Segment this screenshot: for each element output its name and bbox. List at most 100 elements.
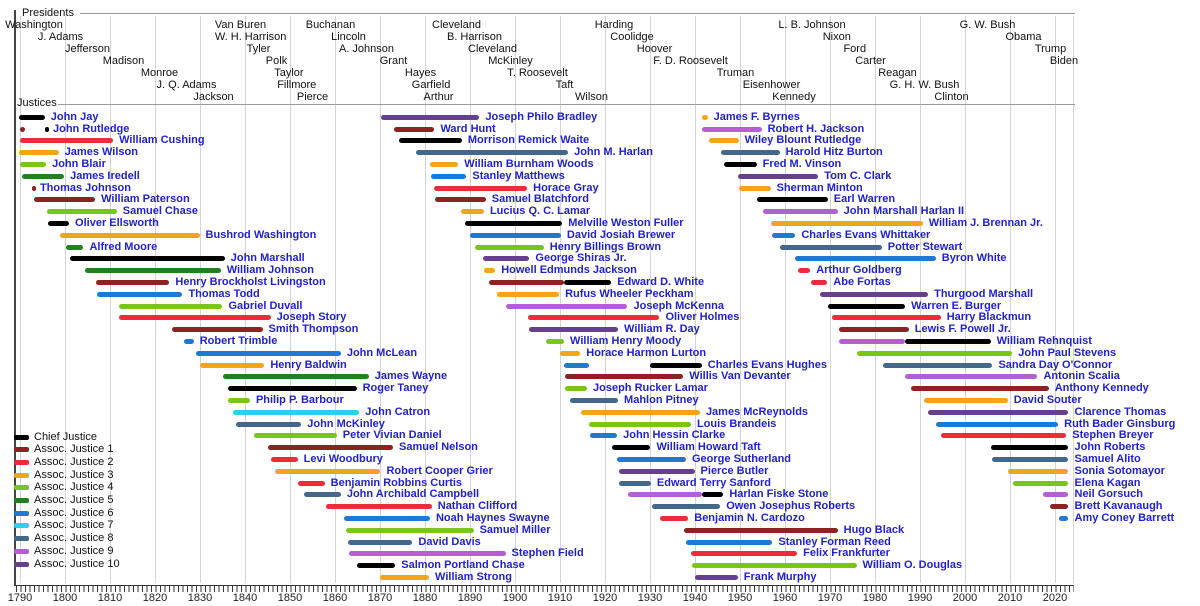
justice-name-link[interactable]: Harold Hitz Burton: [785, 146, 883, 159]
justice-name-link[interactable]: Arthur Goldberg: [816, 264, 902, 277]
justice-name-link[interactable]: John Marshall: [230, 252, 305, 265]
justice-name-link[interactable]: Ruth Bader Ginsburg: [1064, 417, 1176, 430]
justice-name-link[interactable]: Samuel Alito: [1074, 453, 1141, 465]
justice-name-link[interactable]: Levi Woodbury: [303, 453, 383, 465]
justice-name-link[interactable]: James Iredell: [70, 169, 140, 182]
justice-name-link[interactable]: John Hessin Clarke: [623, 429, 726, 442]
justice-name-link[interactable]: William Rehnquist: [996, 335, 1092, 347]
justice-name-link[interactable]: Edward Terry Sanford: [656, 476, 771, 489]
justice-name-link[interactable]: Samuel Miller: [479, 523, 551, 536]
justice-name-link[interactable]: Samuel Blatchford: [491, 193, 589, 206]
justice-name-link[interactable]: Harlan Fiske Stone: [729, 488, 829, 501]
justice-name-link[interactable]: John McKinley: [307, 417, 385, 430]
justice-name-link[interactable]: Salmon Portland Chase: [401, 559, 525, 572]
justice-name-link[interactable]: Philip P. Barbour: [255, 394, 344, 406]
justice-name-link[interactable]: William Howard Taft: [656, 441, 761, 454]
justice-name-link[interactable]: William J. Brennan Jr.: [928, 217, 1043, 229]
justice-name-link[interactable]: Lucius Q. C. Lamar: [489, 205, 591, 218]
justice-name-link[interactable]: Oliver Holmes: [665, 311, 740, 324]
justice-name-link[interactable]: John Marshall Harlan II: [843, 205, 965, 218]
justice-name-link[interactable]: John Jay: [50, 110, 99, 123]
justice-name-link[interactable]: Charles Evans Whittaker: [801, 228, 931, 241]
justice-name-link[interactable]: John Blair: [52, 158, 106, 170]
justice-name-link[interactable]: Lewis F. Powell Jr.: [914, 323, 1011, 336]
justice-name-link[interactable]: Benjamin Robbins Curtis: [330, 476, 463, 489]
justice-name-link[interactable]: James Wilson: [64, 146, 138, 159]
justice-name-link[interactable]: Stanley Matthews: [472, 169, 565, 182]
justice-name-link[interactable]: Abe Fortas: [833, 276, 891, 288]
justice-name-link[interactable]: Morrison Remick Waite: [467, 134, 590, 147]
justice-name-link[interactable]: Joseph Rucker Lamar: [593, 382, 708, 395]
justice-name-link[interactable]: Thomas Todd: [188, 287, 260, 300]
justice-name-link[interactable]: Antonin Scalia: [1043, 370, 1120, 383]
justice-name-link[interactable]: Brett Kavanaugh: [1074, 500, 1163, 513]
justice-name-link[interactable]: John Rutledge: [53, 122, 130, 135]
justice-name-link[interactable]: James Wayne: [374, 370, 448, 383]
justice-name-link[interactable]: Wiley Blount Rutledge: [744, 134, 862, 147]
justice-name-link[interactable]: Sandra Day O'Connor: [998, 358, 1113, 371]
justice-name-link[interactable]: John McLean: [346, 346, 418, 359]
justice-name-link[interactable]: Nathan Clifford: [437, 500, 518, 513]
justice-name-link[interactable]: William O. Douglas: [862, 559, 963, 572]
justice-name-link[interactable]: Roger Taney: [362, 382, 429, 395]
justice-name-link[interactable]: Horace Gray: [533, 181, 599, 194]
justice-name-link[interactable]: David Josiah Brewer: [566, 228, 676, 241]
justice-name-link[interactable]: Ward Hunt: [440, 122, 496, 135]
justice-name-link[interactable]: Hugo Black: [843, 523, 905, 536]
justice-name-link[interactable]: Neil Gorsuch: [1074, 488, 1143, 501]
justice-name-link[interactable]: Thurgood Marshall: [934, 287, 1034, 300]
justice-name-link[interactable]: Sonia Sotomayor: [1074, 464, 1165, 477]
justice-name-link[interactable]: David Souter: [1013, 394, 1082, 406]
justice-name-link[interactable]: Joseph McKenna: [633, 299, 724, 312]
justice-name-link[interactable]: James McReynolds: [705, 405, 809, 418]
justice-name-link[interactable]: Sherman Minton: [776, 181, 863, 194]
justice-name-link[interactable]: Warren E. Burger: [911, 299, 1002, 312]
justice-name-link[interactable]: George Shiras Jr.: [535, 252, 627, 265]
justice-name-link[interactable]: Samuel Nelson: [399, 441, 478, 454]
justice-name-link[interactable]: Edward D. White: [617, 276, 705, 288]
justice-name-link[interactable]: Byron White: [941, 252, 1007, 265]
justice-name-link[interactable]: John Catron: [365, 405, 431, 418]
justice-name-link[interactable]: Peter Vivian Daniel: [342, 429, 442, 442]
justice-name-link[interactable]: William R. Day: [624, 323, 700, 336]
justice-name-link[interactable]: Samuel Chase: [122, 205, 198, 218]
justice-name-link[interactable]: Smith Thompson: [268, 323, 359, 336]
justice-name-link[interactable]: Tom C. Clark: [824, 169, 892, 182]
justice-name-link[interactable]: Fred M. Vinson: [762, 158, 842, 170]
justice-name-link[interactable]: Thomas Johnson: [39, 181, 131, 194]
justice-name-link[interactable]: Frank Murphy: [743, 571, 817, 583]
justice-name-link[interactable]: Potter Stewart: [887, 240, 963, 253]
justice-name-link[interactable]: Clarence Thomas: [1074, 405, 1167, 418]
justice-name-link[interactable]: George Sutherland: [692, 453, 792, 465]
justice-name-link[interactable]: Robert H. Jackson: [767, 122, 865, 135]
justice-name-link[interactable]: Pierce Butler: [700, 464, 769, 477]
justice-name-link[interactable]: John Archibald Campbell: [346, 488, 480, 501]
justice-name-link[interactable]: William Paterson: [101, 193, 190, 206]
justice-name-link[interactable]: David Davis: [418, 535, 481, 548]
justice-name-link[interactable]: John M. Harlan: [574, 146, 653, 159]
justice-name-link[interactable]: Harry Blackmun: [946, 311, 1032, 324]
justice-name-link[interactable]: Joseph Story: [276, 311, 347, 324]
justice-name-link[interactable]: Robert Trimble: [199, 335, 278, 347]
justice-name-link[interactable]: William Henry Moody: [570, 335, 682, 347]
justice-name-link[interactable]: Owen Josephus Roberts: [726, 500, 856, 513]
justice-name-link[interactable]: William Burnham Woods: [464, 158, 594, 170]
justice-name-link[interactable]: William Cushing: [119, 134, 205, 147]
justice-name-link[interactable]: Bushrod Washington: [205, 228, 317, 241]
justice-name-link[interactable]: Henry Brockholst Livingston: [175, 276, 326, 288]
justice-name-link[interactable]: Amy Coney Barrett: [1074, 512, 1175, 524]
justice-name-link[interactable]: William Johnson: [226, 264, 314, 277]
justice-name-link[interactable]: Elena Kagan: [1074, 476, 1141, 489]
justice-name-link[interactable]: Oliver Ellsworth: [75, 217, 159, 229]
justice-name-link[interactable]: Willis Van Devanter: [689, 370, 791, 383]
justice-name-link[interactable]: Melville Weston Fuller: [568, 217, 684, 229]
justice-name-link[interactable]: Stephen Field: [511, 547, 584, 560]
justice-name-link[interactable]: Mahlon Pitney: [624, 394, 699, 406]
justice-name-link[interactable]: Alfred Moore: [89, 240, 158, 253]
justice-name-link[interactable]: Horace Harmon Lurton: [586, 346, 707, 359]
justice-name-link[interactable]: Earl Warren: [833, 193, 896, 206]
justice-name-link[interactable]: Benjamin N. Cardozo: [694, 512, 805, 524]
justice-name-link[interactable]: Gabriel Duvall: [228, 299, 303, 312]
justice-name-link[interactable]: Stanley Forman Reed: [778, 535, 891, 548]
justice-name-link[interactable]: Howell Edmunds Jackson: [501, 264, 637, 277]
